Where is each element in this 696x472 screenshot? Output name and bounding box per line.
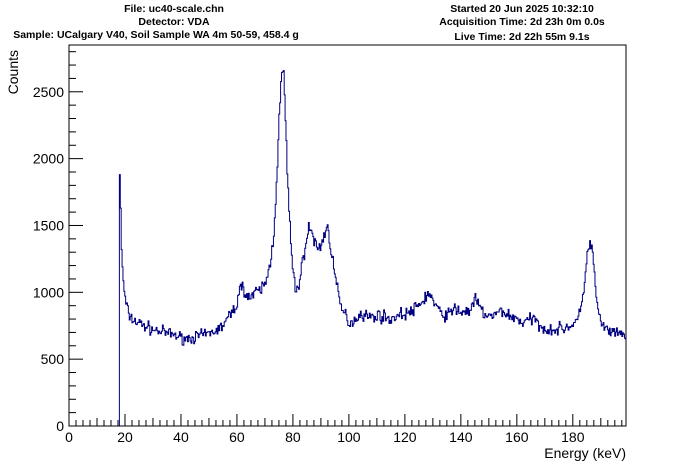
x-tick-label: 120 (393, 429, 417, 445)
x-tick-label: 20 (117, 429, 133, 445)
y-tick-label: 2500 (33, 84, 64, 100)
acquisition-time-label: Acquisition Time: 2d 23h 0m 0.0s (439, 16, 605, 28)
x-tick-label: 0 (65, 429, 73, 445)
y-tick-label: 1000 (33, 284, 64, 300)
x-tick-label: 160 (505, 429, 529, 445)
x-tick-label: 60 (229, 429, 245, 445)
x-tick-label: 40 (173, 429, 189, 445)
sample-label: Sample: UCalgary V40, Soil Sample WA 4m … (13, 29, 299, 41)
header: File: uc40-scale.chn Detector: VDA Sampl… (0, 0, 696, 45)
y-tick-label: 500 (41, 351, 65, 367)
x-tick-label: 100 (337, 429, 361, 445)
y-tick-label: 0 (56, 418, 64, 434)
y-tick-label: 2000 (33, 151, 64, 167)
plot-frame (68, 44, 627, 427)
x-tick-label: 80 (285, 429, 301, 445)
spectrum-line (118, 70, 626, 426)
x-tick-label: 180 (561, 429, 585, 445)
start-time-label: Started 20 Jun 2025 10:32:10 (450, 3, 594, 15)
live-time-label: Live Time: 2d 22h 55m 9.1s (454, 31, 590, 43)
y-axis-title: Counts (5, 50, 21, 94)
x-tick-label: 140 (449, 429, 473, 445)
detector-label: Detector: VDA (138, 16, 210, 28)
file-name-label: File: uc40-scale.chn (124, 3, 224, 15)
x-axis-title: Energy (keV) (544, 445, 626, 461)
y-tick-label: 1500 (33, 217, 64, 233)
